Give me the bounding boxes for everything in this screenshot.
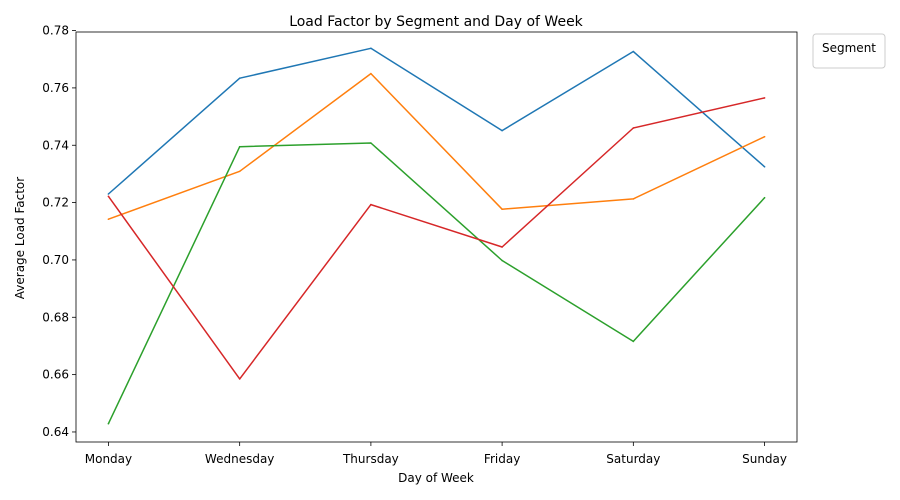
- series-3-point-3: [370, 142, 372, 144]
- series-line-1: [107, 47, 766, 195]
- x-axis-label: Day of Week: [398, 471, 474, 485]
- y-tick-label-7: 0.76: [42, 81, 69, 95]
- series-3-point-2: [238, 145, 241, 148]
- series-3-point-6: [763, 196, 766, 199]
- y-axis-label: Average Load Factor: [13, 177, 27, 299]
- series-1-point-2: [238, 77, 241, 79]
- series-1-point-5: [632, 50, 635, 53]
- series-2-point-6: [763, 135, 766, 138]
- series-4-point-1: [107, 195, 110, 198]
- series-4-point-6: [763, 97, 766, 99]
- x-tick-label-4: Friday: [484, 452, 520, 466]
- series-3-point-1: [107, 422, 110, 425]
- series-line-2: [108, 72, 765, 220]
- series-2-point-1: [107, 218, 110, 220]
- x-tick-label-5: Saturday: [606, 452, 660, 466]
- y-tick-label-4: 0.70: [42, 253, 69, 267]
- y-tick-label-2: 0.66: [42, 368, 69, 382]
- series-1-point-6: [763, 166, 766, 168]
- y-tick-label-3: 0.68: [42, 310, 69, 324]
- series-line-4: [107, 97, 765, 380]
- series-2-point-4: [501, 208, 503, 210]
- series-1-point-1: [107, 193, 110, 195]
- chart-title: Load Factor by Segment and Day of Week: [289, 14, 583, 30]
- y-tick-label-8: 0.78: [42, 24, 69, 38]
- y-tick-label-1: 0.64: [42, 425, 69, 439]
- legend-box: [812, 33, 886, 69]
- series-2-point-2: [238, 170, 241, 173]
- x-tick-label-1: Monday: [85, 452, 132, 466]
- x-tick-label-3: Thursday: [342, 452, 399, 466]
- series-2-point-3: [370, 72, 372, 75]
- series-3-point-5: [632, 340, 635, 343]
- legend: Segment: [812, 33, 886, 69]
- series-line-3: [107, 142, 766, 425]
- plot-area: Monday Wednesday Thursday Friday Saturday Sun…: [42, 24, 798, 466]
- x-tick-label-2: Wednesday: [205, 452, 274, 466]
- series-4-point-4: [501, 246, 503, 248]
- axes-frame: [75, 31, 798, 443]
- series-4-point-3: [370, 203, 372, 206]
- series-2-point-5: [632, 198, 635, 200]
- series-4-point-5: [632, 127, 635, 129]
- series-1-point-3: [370, 47, 372, 50]
- y-tick-label-6: 0.74: [42, 138, 69, 152]
- legend-title: Segment: [822, 41, 876, 55]
- series-1-point-4: [501, 129, 503, 132]
- series-4-point-2: [238, 378, 241, 380]
- x-tick-label-6: Sunday: [742, 452, 787, 466]
- y-tick-label-5: 0.72: [42, 196, 69, 210]
- series-3-point-4: [501, 259, 503, 262]
